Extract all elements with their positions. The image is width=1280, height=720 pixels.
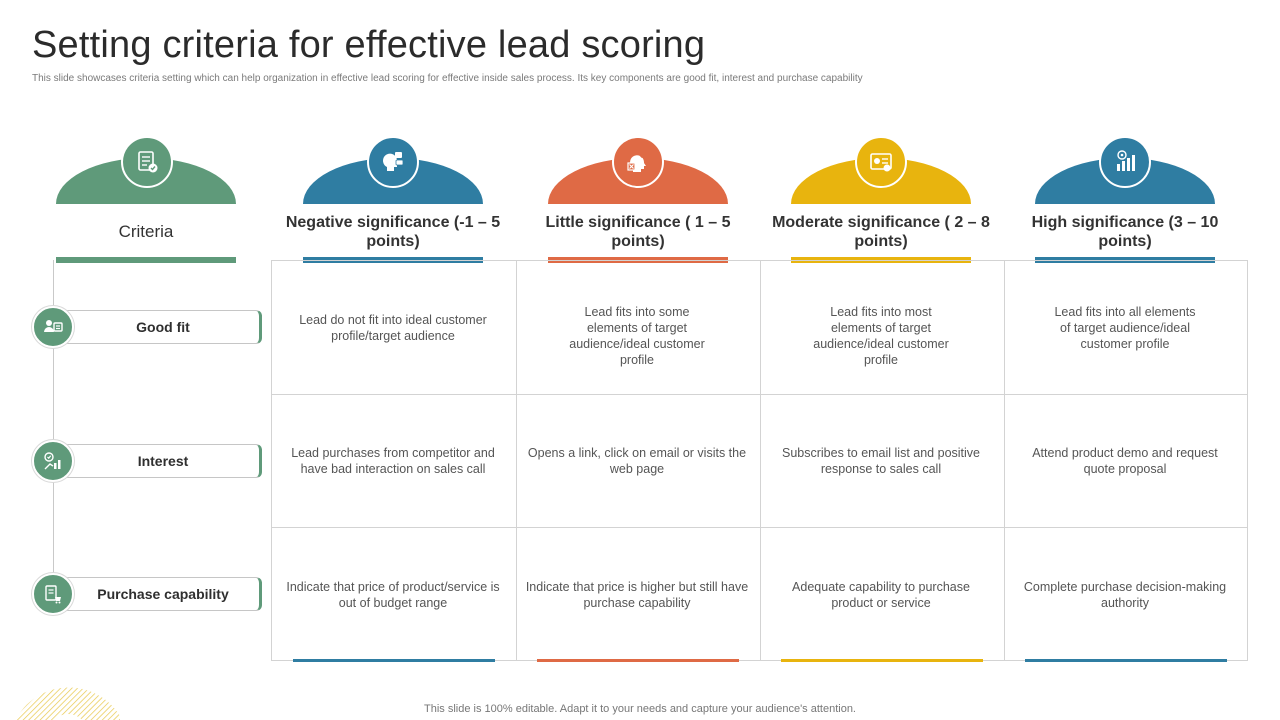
page-subtitle: This slide showcases criteria setting wh… — [32, 73, 863, 84]
bottom-bar-little — [537, 659, 739, 662]
checklist-icon — [121, 136, 173, 188]
cell-purchase-moderate: Adequate capability to purchase product … — [792, 580, 970, 610]
cell-goodfit-high: Lead fits into all elements of target au… — [1054, 305, 1196, 351]
bottom-bar-high — [1025, 659, 1227, 662]
growth-icon — [32, 440, 74, 482]
page-title: Setting criteria for effective lead scor… — [32, 24, 706, 66]
cell-interest-moderate: Subscribes to email list and positive re… — [781, 446, 980, 476]
target-chart-icon — [1099, 136, 1151, 188]
negative-significance-label: Negative significance (-1 – 5 points) — [285, 214, 501, 250]
user-group-icon — [32, 306, 74, 348]
criteria-header-bar — [56, 257, 236, 263]
dashboard-icon — [855, 136, 907, 188]
cell-purchase-little: Indicate that price is higher but still … — [525, 580, 749, 610]
row-label-good-fit: Good fit — [60, 310, 262, 344]
bottom-bar-negative — [293, 659, 495, 662]
little-significance-label: Little significance ( 1 – 5 points) — [545, 214, 731, 250]
scoring-grid — [271, 260, 1248, 661]
row-label-interest: Interest — [60, 444, 262, 478]
footer-note: This slide is 100% editable. Adapt it to… — [424, 703, 856, 715]
cell-interest-little: Opens a link, click on email or visits t… — [527, 446, 747, 476]
bottom-bar-moderate — [781, 659, 983, 662]
cell-goodfit-little: Lead fits into some elements of target a… — [569, 305, 705, 367]
criteria-header-label: Criteria — [118, 221, 174, 241]
row-label-purchase-capability: Purchase capability — [60, 577, 262, 611]
criteria-spine — [53, 260, 54, 595]
decorative-corner — [15, 687, 120, 720]
cell-purchase-high: Complete purchase decision-making author… — [1023, 580, 1227, 610]
head-check-icon — [612, 136, 664, 188]
cell-interest-high: Attend product demo and request quote pr… — [1032, 446, 1218, 476]
high-significance-label: High significance (3 – 10 points) — [1031, 214, 1219, 250]
cell-interest-negative: Lead purchases from competitor and have … — [291, 446, 495, 476]
moderate-significance-label: Moderate significance ( 2 – 8 points) — [772, 214, 990, 250]
cell-purchase-negative: Indicate that price of product/service i… — [286, 580, 500, 610]
cell-goodfit-negative: Lead do not fit into ideal customer prof… — [299, 313, 487, 343]
cell-goodfit-moderate: Lead fits into most elements of target a… — [813, 305, 949, 367]
head-gear-icon — [367, 136, 419, 188]
purchase-icon — [32, 573, 74, 615]
